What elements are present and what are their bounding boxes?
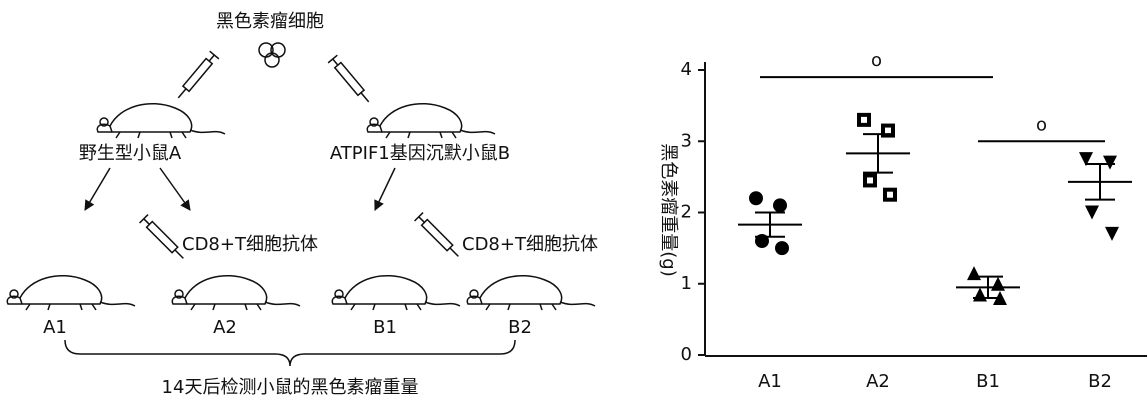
data-point: [1085, 206, 1099, 220]
cells-label: 黑色素瘤细胞: [216, 11, 324, 32]
point-inner: [861, 117, 867, 123]
mouse-b-label: ATPIF1基因沉默小鼠B: [330, 143, 510, 164]
y-tick-label: 4: [681, 59, 692, 80]
arrow: [85, 168, 110, 210]
y-tick-label: 1: [681, 273, 692, 294]
mouse-a-label: 野生型小鼠A: [79, 143, 182, 164]
syringe: [174, 51, 219, 102]
arrow: [160, 168, 190, 210]
significance-label: o: [871, 50, 882, 71]
data-point: [991, 277, 1005, 291]
data-point: [749, 191, 763, 205]
cells-icon: [259, 43, 285, 67]
mouse-icon: [7, 276, 135, 310]
data-point: [1103, 156, 1117, 170]
y-axis-label: 黑色素瘤重量(g): [658, 143, 679, 276]
group-label: B1: [373, 317, 397, 338]
brace: [65, 340, 515, 366]
mouse-icon: [97, 104, 225, 138]
figure: 黑色素瘤细胞 野生型小鼠A ATPIF1基因沉默小鼠B CD8+T细胞抗体 CD…: [0, 0, 1147, 400]
point-inner: [867, 177, 873, 183]
syringe: [140, 215, 188, 263]
mouse-icon: [467, 276, 595, 310]
syringe: [328, 55, 373, 106]
y-tick-label: 3: [681, 130, 692, 151]
x-tick-label: B2: [1088, 371, 1112, 392]
data-point: [1105, 227, 1119, 241]
y-tick-label: 2: [681, 202, 692, 223]
diagram: 黑色素瘤细胞 野生型小鼠A ATPIF1基因沉默小鼠B CD8+T细胞抗体 CD…: [7, 11, 598, 398]
x-tick-label: B1: [976, 371, 1000, 392]
group-label: A2: [213, 317, 237, 338]
data-point: [967, 266, 981, 280]
group-label: B2: [508, 317, 532, 338]
antibody-label: CD8+T细胞抗体: [462, 234, 598, 255]
x-tick-label: A2: [866, 371, 890, 392]
y-tick-label: 0: [681, 344, 692, 365]
point-inner: [885, 128, 891, 134]
data-point: [775, 241, 789, 255]
mouse-icon: [367, 104, 495, 138]
data-point: [973, 287, 987, 301]
significance-label: o: [1036, 114, 1047, 135]
antibody-label: CD8+T细胞抗体: [182, 234, 318, 255]
x-tick-label: A1: [758, 371, 782, 392]
arrow: [375, 168, 395, 210]
mouse-icon: [172, 276, 300, 310]
data-point: [773, 198, 787, 212]
chart: 黑色素瘤重量(g) 0 1 2 3 4 A1 A2 B1 B2 o o: [658, 50, 1147, 392]
point-inner: [887, 192, 893, 198]
mouse-icon: [332, 276, 460, 310]
result-label: 14天后检测小鼠的黑色素瘤重量: [162, 377, 419, 398]
syringe: [415, 213, 463, 261]
group-label: A1: [43, 317, 67, 338]
